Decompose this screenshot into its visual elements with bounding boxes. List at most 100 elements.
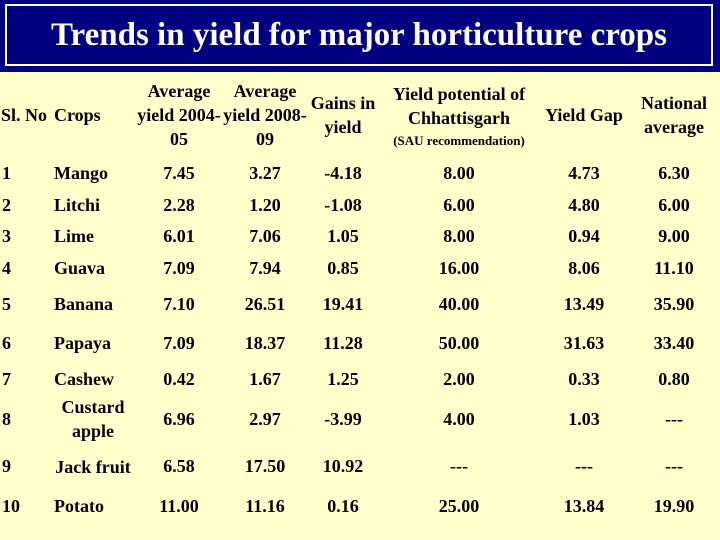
cell-avg-yield-2004-05: 6.96	[163, 408, 195, 429]
cell-gains: 10.92	[322, 456, 364, 476]
cell-national-average: 0.80	[658, 368, 690, 389]
cell-gains: -1.08	[324, 194, 362, 215]
cell-yield-potential: 6.00	[443, 194, 475, 215]
cell-yield-gap: 0.94	[568, 226, 600, 246]
cell-gains: 19.41	[322, 293, 364, 314]
cell-gains: 0.85	[327, 257, 359, 278]
cell-crop: Litchi	[54, 194, 101, 215]
cell-crop: Guava	[54, 257, 106, 278]
cell-avg-yield-2008-09: 18.37	[244, 333, 286, 353]
cell-avg-yield-2008-09: 3.27	[249, 163, 281, 183]
cell-yield-gap: 13.49	[563, 293, 605, 314]
header-sl-no: Sl. No	[1, 105, 48, 125]
header-yield-gap: Yield Gap	[545, 105, 623, 125]
cell-yield-potential: ---	[450, 456, 468, 476]
cell-yield-potential: 16.00	[438, 257, 480, 278]
title-bar: Trends in yield for major horticulture c…	[0, 0, 720, 72]
cell-avg-yield-2004-05: 2.28	[163, 194, 195, 215]
cell-yield-gap: 0.33	[568, 368, 600, 389]
cell-avg-yield-2004-05: 7.10	[163, 293, 195, 314]
table-row: 8 Custard apple 6.96 2.97 -3.99 4.00 1.03 ---	[0, 395, 720, 443]
cell-yield-gap: ---	[575, 456, 593, 476]
table-row: 4 Guava 7.09 7.94 0.85 16.00 8.06 11.10	[0, 252, 720, 284]
cell-crop: Banana	[54, 293, 114, 314]
cell-avg-yield-2008-09: 2.97	[249, 408, 281, 429]
cell-gains: -4.18	[324, 163, 362, 183]
cell-national-average: ---	[665, 408, 683, 429]
cell-gains: 11.28	[323, 333, 363, 353]
cell-sl-no: 5	[2, 293, 11, 314]
table-header-row: Sl. No Crops Average yield 2004-05 Avera…	[0, 72, 720, 158]
cell-yield-potential: 8.00	[443, 226, 475, 246]
cell-avg-yield-2008-09: 11.16	[245, 495, 285, 516]
header-avg-yield-2008-09: Average yield 2008-09	[223, 81, 307, 149]
cell-crop: Papaya	[54, 333, 112, 353]
cell-national-average: 33.40	[653, 333, 695, 353]
cell-sl-no: 8	[2, 408, 11, 429]
cell-yield-potential: 2.00	[443, 368, 475, 389]
yield-table: Sl. No Crops Average yield 2004-05 Avera…	[0, 72, 720, 522]
cell-avg-yield-2004-05: 6.01	[163, 226, 195, 246]
table-row: 2 Litchi 2.28 1.20 -1.08 6.00 4.80 6.00	[0, 189, 720, 221]
cell-avg-yield-2008-09: 7.94	[249, 257, 281, 278]
table-row: 10 Potato 11.00 11.16 0.16 25.00 13.84 19.90	[0, 490, 720, 522]
table-body: 1 Mango 7.45 3.27 -4.18 8.00 4.73 6.30 2 Litchi 2.…	[0, 158, 720, 522]
cell-avg-yield-2008-09: 17.50	[244, 456, 286, 476]
header-yield-potential-label: Yield potential of Chhattisgarh	[392, 84, 526, 128]
cell-gains: 1.25	[327, 368, 359, 389]
cell-yield-gap: 8.06	[568, 257, 600, 278]
cell-yield-potential: 50.00	[438, 333, 480, 353]
cell-yield-potential: 40.00	[438, 293, 480, 314]
cell-avg-yield-2004-05: 7.09	[163, 257, 195, 278]
cell-sl-no: 2	[2, 194, 11, 215]
cell-crop: Lime	[54, 226, 94, 246]
header-avg-yield-2004-05: Average yield 2004-05	[137, 81, 221, 149]
cell-crop: Jack fruit	[55, 456, 131, 477]
table-row: 7 Cashew 0.42 1.67 1.25 2.00 0.33 0.80	[0, 363, 720, 395]
header-national-average: National average	[640, 93, 707, 137]
cell-national-average: 6.30	[658, 163, 690, 183]
cell-national-average: 19.90	[653, 495, 695, 516]
cell-sl-no: 4	[2, 257, 11, 278]
table-row: 1 Mango 7.45 3.27 -4.18 8.00 4.73 6.30	[0, 158, 720, 189]
cell-sl-no: 1	[2, 163, 11, 183]
cell-sl-no: 7	[2, 368, 11, 389]
cell-avg-yield-2004-05: 0.42	[163, 368, 195, 389]
cell-yield-gap: 4.80	[568, 194, 600, 215]
cell-avg-yield-2004-05: 6.58	[163, 456, 195, 476]
cell-national-average: 11.10	[654, 257, 694, 278]
cell-yield-gap: 1.03	[568, 408, 600, 429]
cell-avg-yield-2008-09: 1.67	[249, 368, 281, 389]
cell-avg-yield-2004-05: 7.45	[163, 163, 195, 183]
cell-yield-gap: 4.73	[568, 163, 600, 183]
cell-avg-yield-2004-05: 11.00	[159, 495, 199, 516]
cell-avg-yield-2008-09: 7.06	[249, 226, 281, 246]
cell-national-average: 9.00	[658, 226, 690, 246]
table-row: 5 Banana 7.10 26.51 19.41 40.00 13.49 35.90	[0, 284, 720, 324]
cell-sl-no: 3	[2, 226, 11, 246]
cell-sl-no: 9	[2, 456, 11, 476]
cell-avg-yield-2008-09: 26.51	[244, 293, 286, 314]
table-row: 3 Lime 6.01 7.06 1.05 8.00 0.94 9.00	[0, 221, 720, 252]
cell-crop: Mango	[54, 163, 108, 183]
cell-crop: Potato	[54, 495, 104, 516]
cell-sl-no: 6	[2, 333, 11, 353]
cell-crop: Custard apple	[61, 397, 125, 441]
header-yield-potential: Yield potential of Chhattisgarh (SAU rec…	[378, 72, 540, 158]
header-gains-in-yield: Gains in yield	[310, 93, 376, 137]
cell-yield-gap: 31.63	[563, 333, 605, 353]
cell-gains: 0.16	[327, 495, 359, 516]
cell-gains: 1.05	[327, 226, 359, 246]
cell-national-average: 35.90	[653, 293, 695, 314]
cell-yield-gap: 13.84	[563, 495, 605, 516]
cell-yield-potential: 4.00	[443, 408, 475, 429]
table-row: 9 Jack fruit 6.58 17.50 10.92 --- --- ---	[0, 443, 720, 490]
cell-crop: Cashew	[54, 368, 115, 389]
header-crops: Crops	[54, 105, 101, 125]
cell-yield-potential: 25.00	[438, 495, 480, 516]
cell-avg-yield-2004-05: 7.09	[163, 333, 195, 353]
cell-yield-potential: 8.00	[443, 163, 475, 183]
cell-sl-no: 10	[2, 495, 20, 516]
cell-gains: -3.99	[324, 408, 362, 429]
page-title: Trends in yield for major horticulture c…	[5, 4, 713, 66]
